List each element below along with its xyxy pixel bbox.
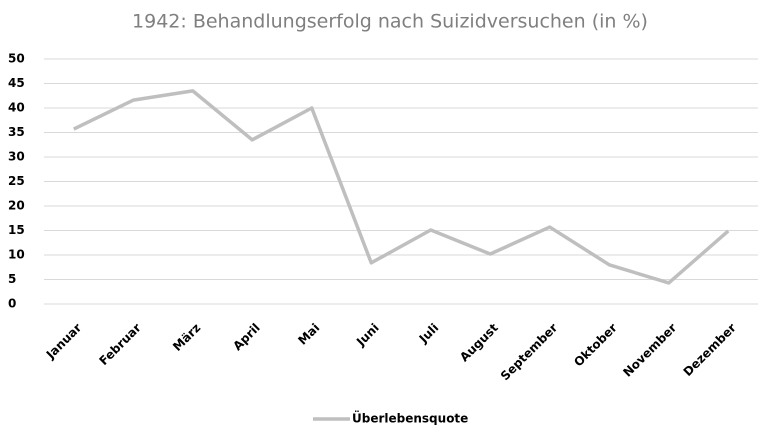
line-series	[72, 89, 730, 285]
x-tick-label: Juni	[353, 321, 382, 350]
legend-label: Überlebensquote	[352, 411, 468, 426]
x-tick-label: Oktober	[571, 321, 620, 370]
y-tick-label: 25	[8, 174, 25, 188]
y-tick-label: 50	[8, 52, 25, 66]
x-tick-label: Dezember	[681, 321, 739, 379]
x-tick-label: Januar	[43, 321, 85, 363]
x-tick-label: November	[620, 321, 679, 380]
y-tick-label: 15	[8, 223, 25, 237]
y-tick-label: 0	[8, 297, 16, 311]
y-tick-label: 45	[8, 76, 25, 90]
x-tick-label: April	[230, 321, 263, 354]
chart-title: 1942: Behandlungserfolg nach Suizidversu…	[132, 11, 648, 33]
y-tick-label: 35	[8, 125, 25, 139]
x-tick-label: Februar	[97, 321, 144, 368]
x-tick-label: September	[498, 321, 561, 384]
y-tick-label: 5	[8, 272, 16, 286]
y-tick-label: 30	[8, 150, 25, 164]
y-tick-label: 10	[8, 248, 25, 262]
y-tick-label: 20	[8, 199, 25, 213]
y-tick-label: 40	[8, 101, 25, 115]
x-tick-label: August	[457, 321, 501, 365]
x-tick-label: März	[170, 321, 203, 354]
x-tick-label: Juli	[416, 321, 442, 347]
x-tick-label: Mai	[295, 321, 322, 348]
